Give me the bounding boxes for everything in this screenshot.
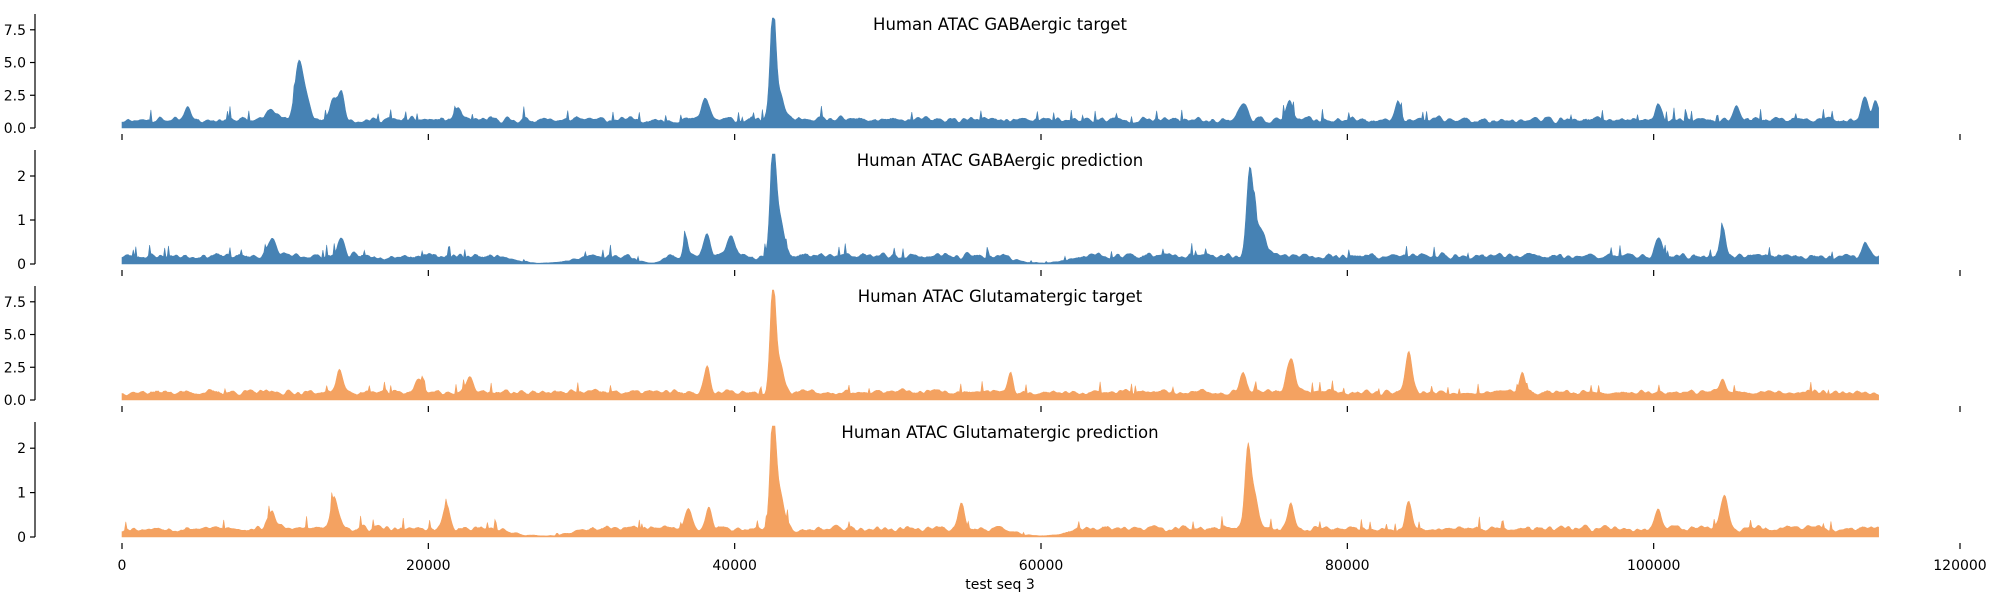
x-tick-label: 60000 xyxy=(1019,558,1064,574)
panel-2: 0 1 2 Human ATAC GABAergic prediction xyxy=(17,150,1961,276)
x-tick-label: 120000 xyxy=(1933,558,1986,574)
series-area xyxy=(121,289,1879,401)
y-tick-label: 7.5 xyxy=(4,295,26,311)
y-tick-label: 5.0 xyxy=(4,328,26,344)
x-tick-label: 80000 xyxy=(1325,558,1370,574)
y-tick-label: 5.0 xyxy=(4,56,26,72)
panel-title: Human ATAC GABAergic prediction xyxy=(857,151,1144,170)
panel-1: 0.0 2.5 5.0 7.5 Human ATAC GABAergic target xyxy=(4,14,1961,140)
series-area xyxy=(121,425,1879,538)
panel-title: Human ATAC Glutamatergic prediction xyxy=(841,423,1158,442)
x-tick-label: 40000 xyxy=(712,558,757,574)
y-tick-label: 1 xyxy=(17,486,26,502)
y-tick-label: 2.5 xyxy=(4,88,26,104)
y-tick-label: 2 xyxy=(17,441,26,457)
panel-title: Human ATAC GABAergic target xyxy=(873,15,1127,34)
x-axis-label: test seq 3 xyxy=(965,577,1035,593)
series-area xyxy=(121,153,1879,265)
x-tick-label: 100000 xyxy=(1627,558,1680,574)
panel-3: 0.0 2.5 5.0 7.5 Human ATAC Glutamatergic tar… xyxy=(4,286,1961,412)
y-tick-label: 0 xyxy=(17,257,26,273)
y-tick-label: 1 xyxy=(17,213,26,229)
y-tick-label: 0.0 xyxy=(4,121,26,137)
y-tick-label: 0.0 xyxy=(4,393,26,409)
panel-title: Human ATAC Glutamatergic target xyxy=(858,287,1143,306)
series-area xyxy=(121,17,1879,129)
y-tick-label: 2.5 xyxy=(4,360,26,376)
y-tick-label: 0 xyxy=(17,530,26,546)
panel-4: 0 1 2 Human ATAC Glutamatergic prediction xyxy=(17,422,1961,549)
y-tick-label: 2 xyxy=(17,169,26,185)
y-tick-label: 7.5 xyxy=(4,23,26,39)
x-tick-label: 20000 xyxy=(406,558,451,574)
x-tick-label: 0 xyxy=(118,558,127,574)
